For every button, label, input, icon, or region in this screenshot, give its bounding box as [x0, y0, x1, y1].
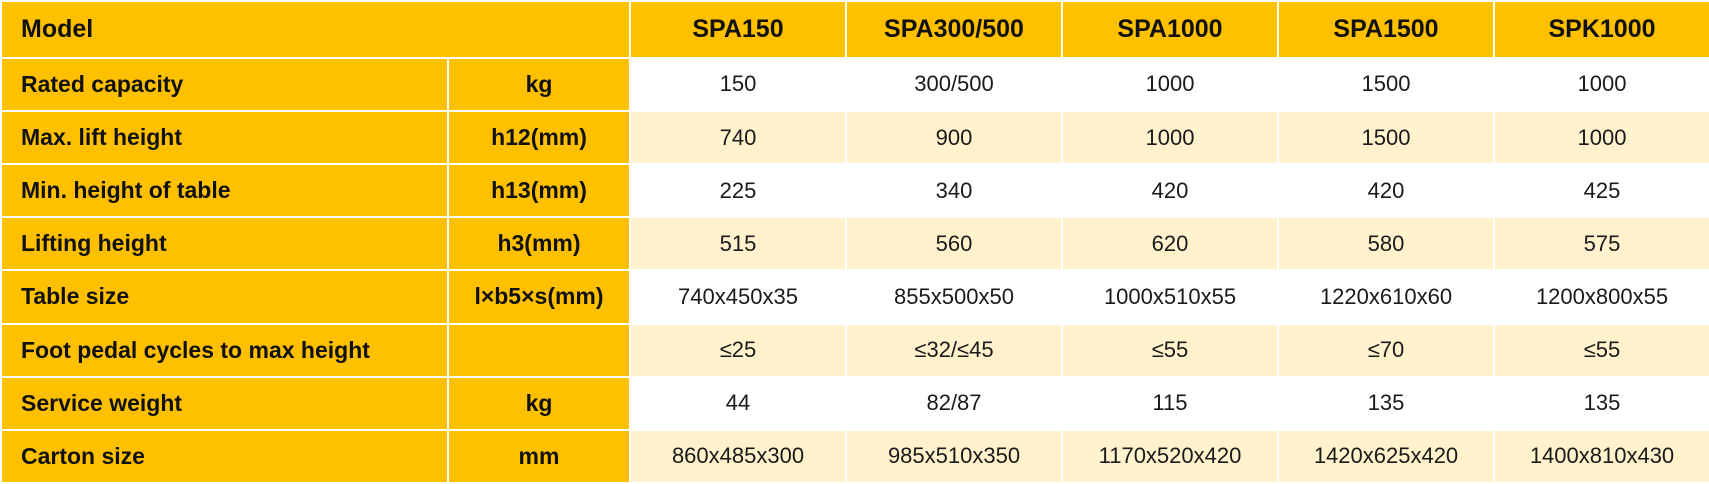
table-row: Min. height of table h13(mm) 225 340 420…	[2, 165, 1709, 217]
value-cell: 1500	[1279, 58, 1493, 111]
value-cell: 740x450x35	[631, 271, 845, 323]
value-cell: ≤32/≤45	[847, 324, 1061, 376]
value-cell: 855x500x50	[847, 271, 1061, 323]
value-cell: 1200x800x55	[1495, 271, 1709, 323]
value-cell: 82/87	[847, 377, 1061, 429]
value-cell: 420	[1063, 165, 1277, 217]
table-row: Foot pedal cycles to max height ≤25 ≤32/…	[2, 324, 1709, 376]
value-cell: 1420x625x420	[1279, 430, 1493, 482]
value-cell: 135	[1279, 377, 1493, 429]
value-cell: ≤55	[1495, 324, 1709, 376]
value-cell: 575	[1495, 218, 1709, 270]
table-row: Carton size mm 860x485x300 985x510x350 1…	[2, 430, 1709, 482]
value-cell: 420	[1279, 165, 1493, 217]
value-cell: 425	[1495, 165, 1709, 217]
value-cell: 1000x510x55	[1063, 271, 1277, 323]
unit-label: l×b5×s(mm)	[449, 271, 629, 323]
value-cell: 1400x810x430	[1495, 430, 1709, 482]
value-cell: 580	[1279, 218, 1493, 270]
value-cell: 225	[631, 165, 845, 217]
model-label: Model	[2, 2, 629, 57]
unit-label: mm	[449, 430, 629, 482]
parameter-label: Max. lift height	[2, 112, 447, 164]
unit-label: kg	[449, 377, 629, 429]
value-cell: 1220x610x60	[1279, 271, 1493, 323]
parameter-label: Min. height of table	[2, 165, 447, 217]
parameter-label: Foot pedal cycles to max height	[2, 324, 447, 376]
parameter-label: Rated capacity	[2, 58, 447, 111]
value-cell: 620	[1063, 218, 1277, 270]
unit-label: h3(mm)	[449, 218, 629, 270]
parameter-label: Lifting height	[2, 218, 447, 270]
table-row: Max. lift height h12(mm) 740 900 1000 15…	[2, 112, 1709, 164]
parameter-label: Table size	[2, 271, 447, 323]
model-header: SPA1000	[1063, 2, 1277, 57]
value-cell: 860x485x300	[631, 430, 845, 482]
value-cell: 150	[631, 58, 845, 111]
unit-label	[449, 324, 629, 376]
model-header: SPA1500	[1279, 2, 1493, 57]
value-cell: 560	[847, 218, 1061, 270]
value-cell: ≤55	[1063, 324, 1277, 376]
value-cell: 1000	[1495, 58, 1709, 111]
value-cell: 515	[631, 218, 845, 270]
value-cell: ≤70	[1279, 324, 1493, 376]
table-row: Table size l×b5×s(mm) 740x450x35 855x500…	[2, 271, 1709, 323]
value-cell: 1170x520x420	[1063, 430, 1277, 482]
value-cell: 1000	[1495, 112, 1709, 164]
value-cell: 900	[847, 112, 1061, 164]
model-header: SPK1000	[1495, 2, 1709, 57]
header-row: Model SPA150 SPA300/500 SPA1000 SPA1500 …	[2, 2, 1709, 57]
value-cell: 1000	[1063, 58, 1277, 111]
value-cell: 1000	[1063, 112, 1277, 164]
model-header: SPA150	[631, 2, 845, 57]
table-row: Lifting height h3(mm) 515 560 620 580 57…	[2, 218, 1709, 270]
parameter-label: Carton size	[2, 430, 447, 482]
table-row: Service weight kg 44 82/87 115 135 135	[2, 377, 1709, 429]
unit-label: h13(mm)	[449, 165, 629, 217]
value-cell: 740	[631, 112, 845, 164]
value-cell: 135	[1495, 377, 1709, 429]
unit-label: h12(mm)	[449, 112, 629, 164]
value-cell: ≤25	[631, 324, 845, 376]
value-cell: 340	[847, 165, 1061, 217]
value-cell: 985x510x350	[847, 430, 1061, 482]
value-cell: 1500	[1279, 112, 1493, 164]
value-cell: 115	[1063, 377, 1277, 429]
model-header: SPA300/500	[847, 2, 1061, 57]
unit-label: kg	[449, 58, 629, 111]
parameter-label: Service weight	[2, 377, 447, 429]
value-cell: 44	[631, 377, 845, 429]
value-cell: 300/500	[847, 58, 1061, 111]
table-row: Rated capacity kg 150 300/500 1000 1500 …	[2, 58, 1709, 111]
